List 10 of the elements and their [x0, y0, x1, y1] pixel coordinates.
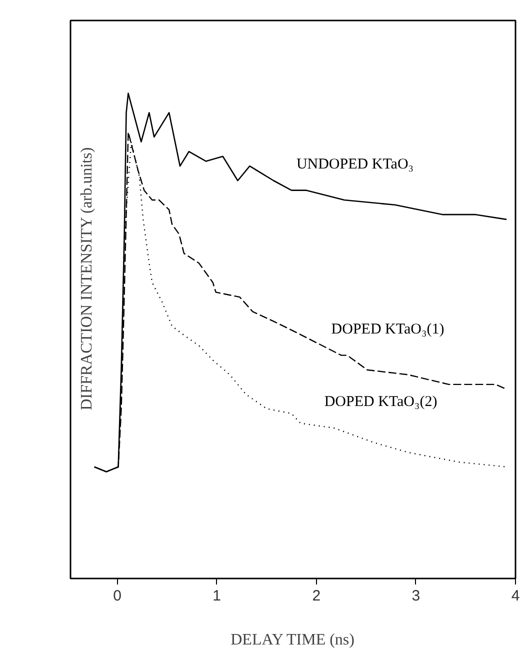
series-label: DOPED KTaO₃(2) [324, 394, 438, 410]
x-tick-label: 0 [113, 588, 122, 604]
series-label: DOPED KTaO₃(1) [331, 321, 444, 338]
y-axis-title: DIFFRACTION INTENSITY (arb.units) [78, 147, 96, 410]
x-tick-label: 4 [511, 588, 520, 604]
x-tick-label: 2 [312, 588, 321, 604]
x-axis-title: DELAY TIME (ns) [230, 632, 354, 648]
series-label: UNDOPED KTaO₃ [296, 156, 414, 172]
x-tick-label: 1 [212, 588, 222, 604]
x-tick-label: 3 [412, 588, 420, 604]
